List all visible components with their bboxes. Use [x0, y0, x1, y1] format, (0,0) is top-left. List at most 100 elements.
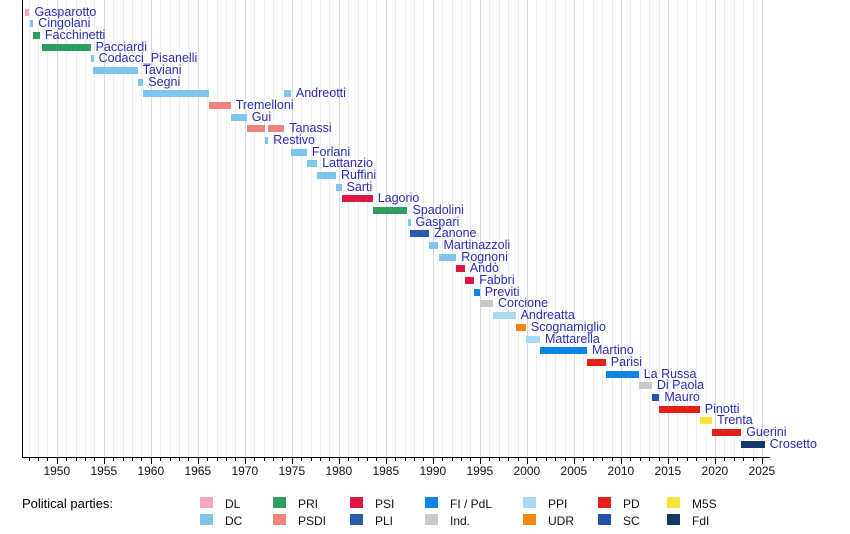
gridline-minor [66, 0, 68, 457]
legend-swatch [523, 514, 536, 525]
legend-label: M5S [692, 497, 717, 511]
gridline-minor [705, 0, 707, 457]
x-tick-label: 1955 [90, 464, 118, 478]
minister-label: Codacci_Pisanelli [98, 51, 198, 66]
legend-swatch [598, 497, 611, 508]
gridline-minor [85, 0, 86, 457]
gridline-minor [160, 0, 162, 457]
legend-swatch [425, 497, 438, 508]
legend-label: UDR [548, 514, 574, 528]
term-bar [143, 90, 210, 98]
term-bar [90, 55, 94, 63]
minister-label: Gaspari [415, 214, 460, 229]
gridline-major [103, 0, 105, 457]
minister-label: Zanone [434, 226, 477, 241]
gridline-minor [592, 0, 594, 457]
term-bar [525, 335, 540, 343]
term-bar [372, 207, 408, 215]
legend-swatch [667, 514, 680, 525]
minister-label: Spadolini [412, 203, 464, 218]
gridline-minor [263, 0, 265, 457]
x-tick-minor [367, 458, 368, 461]
term-bar [41, 43, 91, 51]
gridline-minor [564, 0, 566, 457]
minister-label: Lattanzio [322, 156, 373, 171]
gridline-minor [216, 0, 218, 457]
gridline-minor [395, 0, 397, 457]
x-tick-minor [451, 458, 453, 461]
gridline-minor [649, 0, 651, 457]
x-tick-label: 2025 [748, 464, 776, 478]
x-tick-minor [404, 458, 406, 461]
x-tick-major [573, 458, 575, 464]
minister-label: Martinazzoli [443, 238, 511, 253]
x-tick-minor [696, 458, 698, 461]
x-tick-major [385, 458, 387, 464]
term-bar [659, 405, 700, 413]
legend-swatch [598, 514, 611, 525]
legend-swatch [200, 514, 213, 525]
gridline-minor [498, 0, 500, 457]
gridline-minor [508, 0, 510, 457]
gridline-minor [451, 0, 453, 457]
gridline-minor [517, 0, 519, 457]
legend-label: PLI [375, 514, 394, 528]
gridline-minor [470, 0, 472, 457]
x-tick-minor [461, 458, 462, 461]
x-tick-minor [705, 458, 707, 461]
x-tick-minor [207, 458, 209, 461]
minister-label: Previti [484, 284, 520, 299]
x-tick-minor [677, 458, 679, 461]
gridline-minor [282, 0, 284, 457]
x-tick-major [479, 458, 481, 464]
minister-label: Taviani [142, 63, 182, 77]
gridline-minor [461, 0, 462, 457]
x-tick-minor [301, 458, 303, 461]
minister-label: Gui [251, 109, 272, 124]
x-tick-minor [169, 458, 171, 461]
term-bar [246, 125, 265, 133]
gridline-major [338, 0, 340, 457]
x-tick-label: 1995 [466, 464, 494, 478]
term-bar [336, 183, 342, 191]
x-axis-line [22, 457, 770, 458]
x-tick-minor [611, 458, 613, 461]
legend-label: DC [225, 514, 243, 528]
term-bar [230, 113, 247, 121]
gridline-minor [320, 0, 321, 457]
legend-label: FI / PdL [450, 497, 493, 511]
gridline-minor [743, 0, 745, 457]
x-tick-minor [75, 458, 77, 461]
term-bar [407, 218, 411, 226]
gridline-minor [489, 0, 491, 457]
x-tick-minor [423, 458, 425, 461]
term-bar [651, 393, 660, 401]
x-tick-label: 1960 [137, 464, 165, 478]
x-tick-major [432, 458, 434, 464]
gridline-minor [132, 0, 133, 457]
minister-label: Restivo [273, 133, 315, 148]
legend-label: Ind. [450, 514, 471, 528]
legend-label: PPI [548, 497, 568, 511]
x-tick-major [244, 458, 246, 464]
minister-label: Pacciardi [95, 39, 148, 54]
gridline-minor [686, 0, 688, 457]
x-tick-minor [179, 458, 180, 461]
term-bar [306, 160, 318, 168]
x-tick-minor [649, 458, 651, 461]
term-bar [474, 288, 480, 296]
x-tick-minor [160, 458, 162, 461]
minister-label: Corcione [498, 296, 549, 311]
x-tick-minor [282, 458, 284, 461]
gridline-minor [226, 0, 227, 457]
gridline-minor [28, 0, 30, 457]
legend-label: PRI [298, 497, 319, 511]
term-bar [587, 358, 606, 366]
minister-label: Andreatta [520, 308, 575, 323]
legend-swatch [273, 514, 286, 525]
x-tick-minor [47, 458, 49, 461]
gridline-minor [122, 0, 124, 457]
term-bar [264, 137, 269, 145]
x-tick-major [56, 458, 58, 464]
minister-label: Segni [148, 74, 181, 89]
